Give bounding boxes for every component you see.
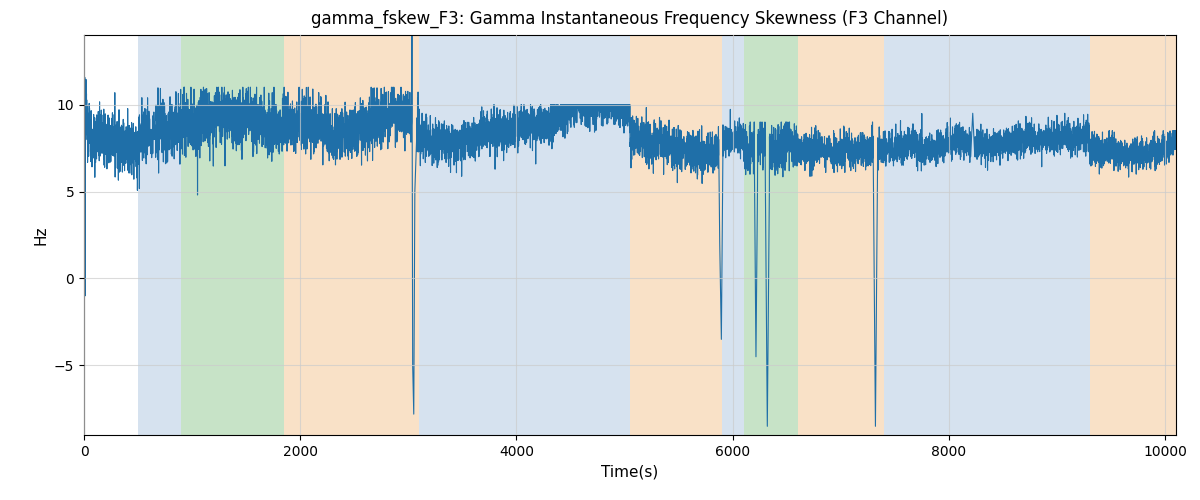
Bar	[884, 35, 922, 435]
Y-axis label: Hz: Hz	[34, 225, 48, 244]
Bar	[473, 35, 630, 435]
Bar	[284, 35, 419, 435]
Bar	[798, 35, 884, 435]
Bar	[722, 35, 744, 435]
Bar	[744, 35, 798, 435]
Bar	[181, 35, 284, 435]
Title: gamma_fskew_F3: Gamma Instantaneous Frequency Skewness (F3 Channel): gamma_fskew_F3: Gamma Instantaneous Freq…	[312, 10, 948, 28]
Bar	[922, 35, 1090, 435]
Bar	[138, 35, 181, 435]
Bar	[630, 35, 722, 435]
Bar	[1090, 35, 1176, 435]
Bar	[419, 35, 473, 435]
X-axis label: Time(s): Time(s)	[601, 464, 659, 479]
